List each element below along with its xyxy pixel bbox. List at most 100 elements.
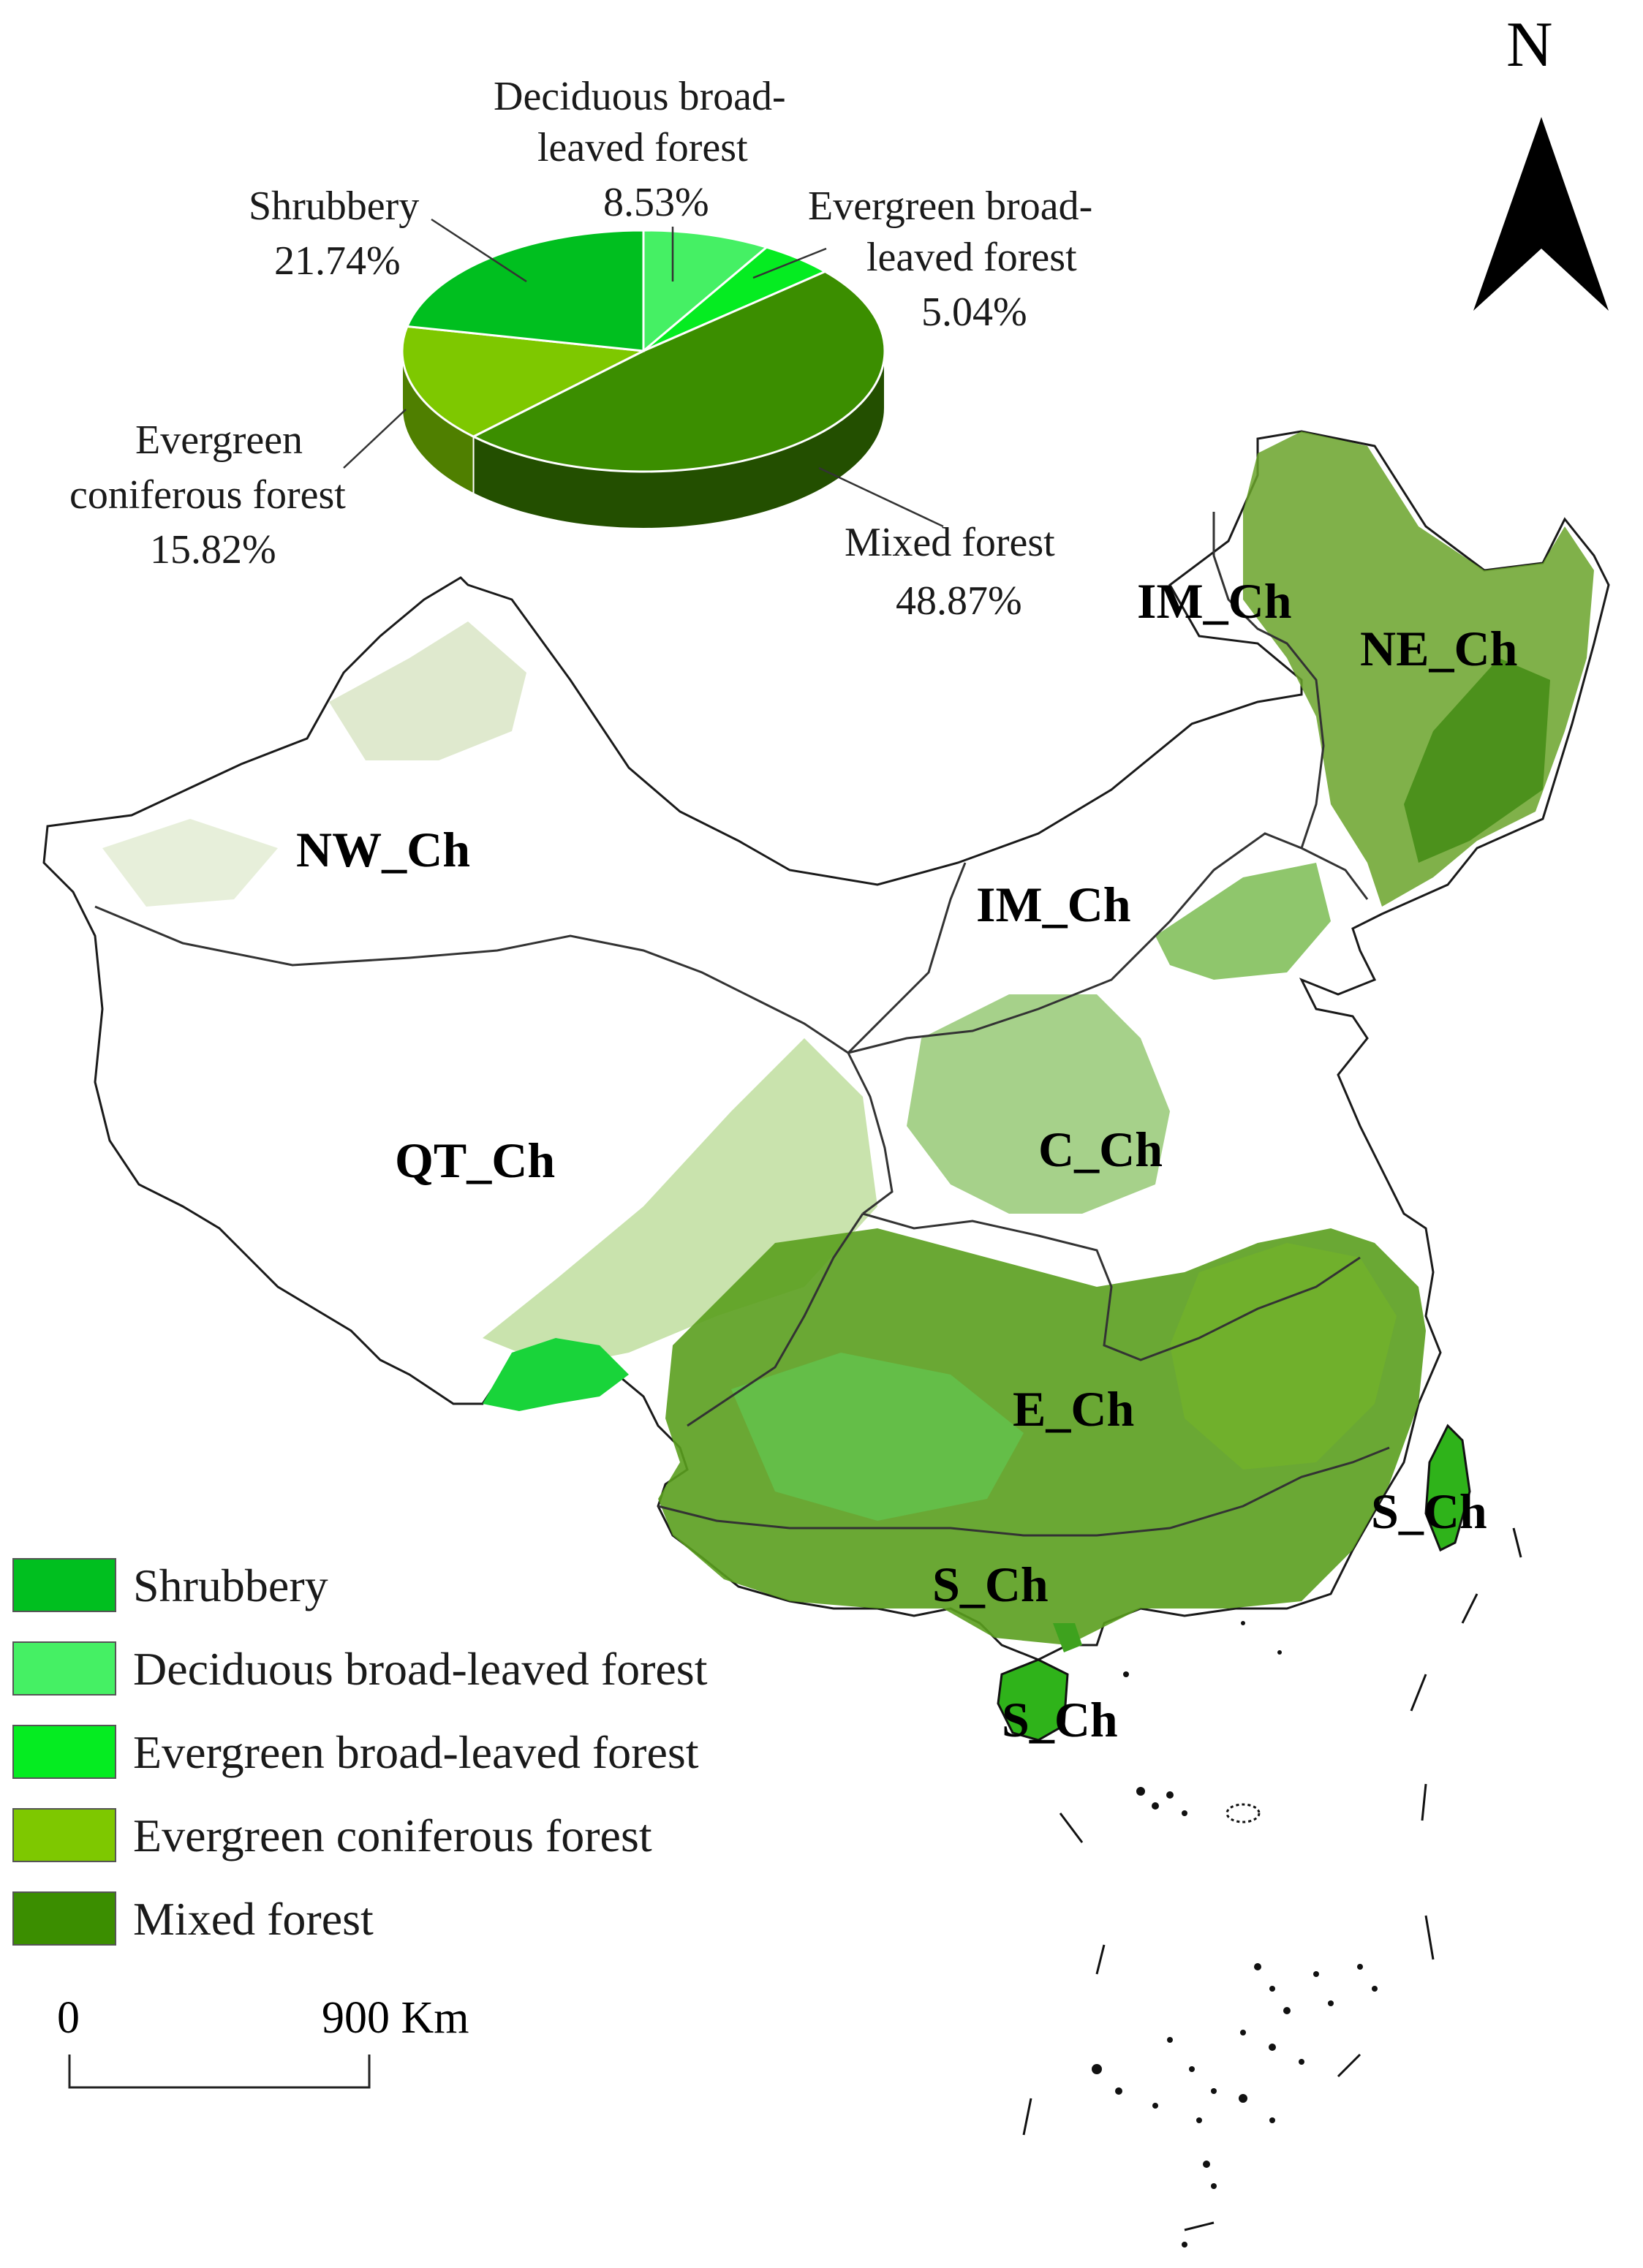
nine-dash-7 <box>1424 1915 1435 1960</box>
nine-dash-5 <box>1421 1783 1427 1821</box>
region-label-im-north: IM_Ch <box>1137 573 1292 629</box>
boundary-im-c <box>847 832 1369 1054</box>
island-dot <box>1203 2161 1210 2168</box>
nine-dash-8 <box>1337 2053 1361 2078</box>
boundary-nw-qt <box>94 905 849 1054</box>
legend-item: Shrubbery <box>12 1558 328 1612</box>
island-dot <box>1277 1650 1282 1655</box>
boundary-e-s <box>657 1446 1390 1537</box>
legend-item: Evergreen broad-leaved forest <box>12 1725 699 1779</box>
island-dot <box>1211 2088 1217 2094</box>
island-dot <box>1241 1621 1245 1625</box>
island-cluster-1 <box>1225 1803 1261 1823</box>
pie-label-deciduous-name-2: leaved forest <box>537 125 748 170</box>
coast-island <box>1053 1623 1082 1652</box>
legend: Shrubbery Deciduous broad-leaved forest … <box>12 1558 708 1946</box>
pie-label-coniferous-pct: 15.82% <box>150 527 276 572</box>
legend-swatch-shrubbery <box>12 1558 116 1612</box>
region-label-ne: NE_Ch <box>1360 621 1517 676</box>
region-labels: NW_Ch QT_Ch IM_Ch IM_Ch NE_Ch C_Ch E_Ch … <box>296 573 1517 1747</box>
region-label-s-south: S_Ch <box>932 1557 1049 1612</box>
island-dot <box>1239 2094 1247 2103</box>
pie-label-deciduous-pct: 8.53% <box>603 180 709 225</box>
north-label: N <box>1506 10 1553 80</box>
region-label-s-hainan: S_Ch <box>1002 1692 1118 1747</box>
legend-swatch-mixed <box>12 1891 116 1946</box>
nine-dash-1 <box>1512 1527 1522 1558</box>
pie-slice-mixed <box>471 270 886 473</box>
pie-label-evergreen-broad-pct: 5.04% <box>921 290 1027 335</box>
pie-labels: Shrubbery 21.74% Deciduous broad- leaved… <box>69 74 1092 624</box>
ne-forest-dark <box>1404 658 1550 863</box>
boundary-c-e <box>862 1212 1361 1361</box>
island-dot <box>1328 2000 1334 2006</box>
pie-label-deciduous-name-1: Deciduous broad- <box>494 74 786 119</box>
nine-dash-9 <box>1022 2098 1032 2136</box>
pie-label-mixed-pct: 48.87% <box>896 578 1022 624</box>
nw-sparse-2 <box>102 819 278 907</box>
island-dot <box>1182 2242 1187 2248</box>
im-forest <box>1155 863 1331 980</box>
island-dot <box>1269 2044 1276 2051</box>
island-dot <box>1211 2183 1217 2189</box>
east-forest <box>1170 1243 1397 1470</box>
island-dot <box>1136 1787 1145 1796</box>
pie-label-shrubbery-name: Shrubbery <box>249 184 419 229</box>
central-forest <box>907 994 1170 1214</box>
boundary-im-ne <box>1212 512 1325 849</box>
boundary-qt-e <box>687 1213 864 1427</box>
nine-dash-6 <box>1095 1944 1106 1975</box>
region-boundaries <box>94 512 1390 1537</box>
leader-mixed <box>818 466 944 528</box>
pie-slice-coniferous <box>401 325 648 438</box>
island-dot <box>1269 2117 1275 2123</box>
scale-bar: 0 900 Km <box>57 1993 469 2089</box>
scale-end-label: 900 Km <box>322 1993 469 2043</box>
boundary-nw-im <box>847 862 967 1054</box>
island-dot <box>1115 2087 1122 2095</box>
north-arrow-icon <box>1473 117 1609 311</box>
region-label-qt: QT_Ch <box>395 1133 555 1188</box>
south-forest-light <box>731 1353 1024 1521</box>
legend-item: Evergreen coniferous forest <box>12 1808 652 1862</box>
nine-dash-3 <box>1410 1674 1427 1712</box>
island-dot <box>1166 1791 1174 1799</box>
pie-leader-lines <box>343 218 944 528</box>
legend-label-shrubbery: Shrubbery <box>133 1560 328 1611</box>
nine-dash-2 <box>1461 1593 1478 1624</box>
legend-item: Deciduous broad-leaved forest <box>12 1641 708 1696</box>
legend-item: Mixed forest <box>12 1891 374 1946</box>
legend-label-evergreen-broad: Evergreen broad-leaved forest <box>133 1726 699 1778</box>
island-dot <box>1313 1971 1319 1977</box>
legend-label-deciduous: Deciduous broad-leaved forest <box>133 1643 708 1695</box>
leader-shrubbery <box>431 218 527 283</box>
island-dot <box>1357 1964 1363 1970</box>
scale-bar-line <box>68 2055 371 2089</box>
island-dot <box>1283 2007 1291 2014</box>
leader-evergreen-broad <box>752 247 827 279</box>
leader-coniferous <box>343 409 407 469</box>
island-dot <box>1269 1986 1275 1992</box>
south-china-sea <box>1022 1527 1522 2231</box>
scale-start-label: 0 <box>57 1993 80 2043</box>
island-dot <box>1189 2066 1195 2072</box>
island-dot <box>1152 2103 1158 2109</box>
legend-swatch-evergreen-broad <box>12 1725 116 1779</box>
island-dot <box>1182 1810 1187 1816</box>
vegetation-cover <box>102 431 1594 1742</box>
island-dot <box>1240 2030 1246 2035</box>
north-arrow: N <box>1473 10 1609 311</box>
pie-label-evergreen-broad-name-1: Evergreen broad- <box>808 184 1092 229</box>
legend-swatch-coniferous <box>12 1808 116 1862</box>
taiwan <box>1424 1424 1471 1552</box>
hainan <box>997 1658 1069 1742</box>
nw-sparse <box>329 621 526 760</box>
nine-dash-10 <box>1184 2221 1215 2231</box>
island-dot <box>1167 2037 1173 2043</box>
pie-slice-deciduous <box>642 229 769 354</box>
pie-label-coniferous-name-1: Evergreen <box>135 417 303 463</box>
legend-label-mixed: Mixed forest <box>133 1893 374 1945</box>
island-dot <box>1372 1986 1378 1992</box>
